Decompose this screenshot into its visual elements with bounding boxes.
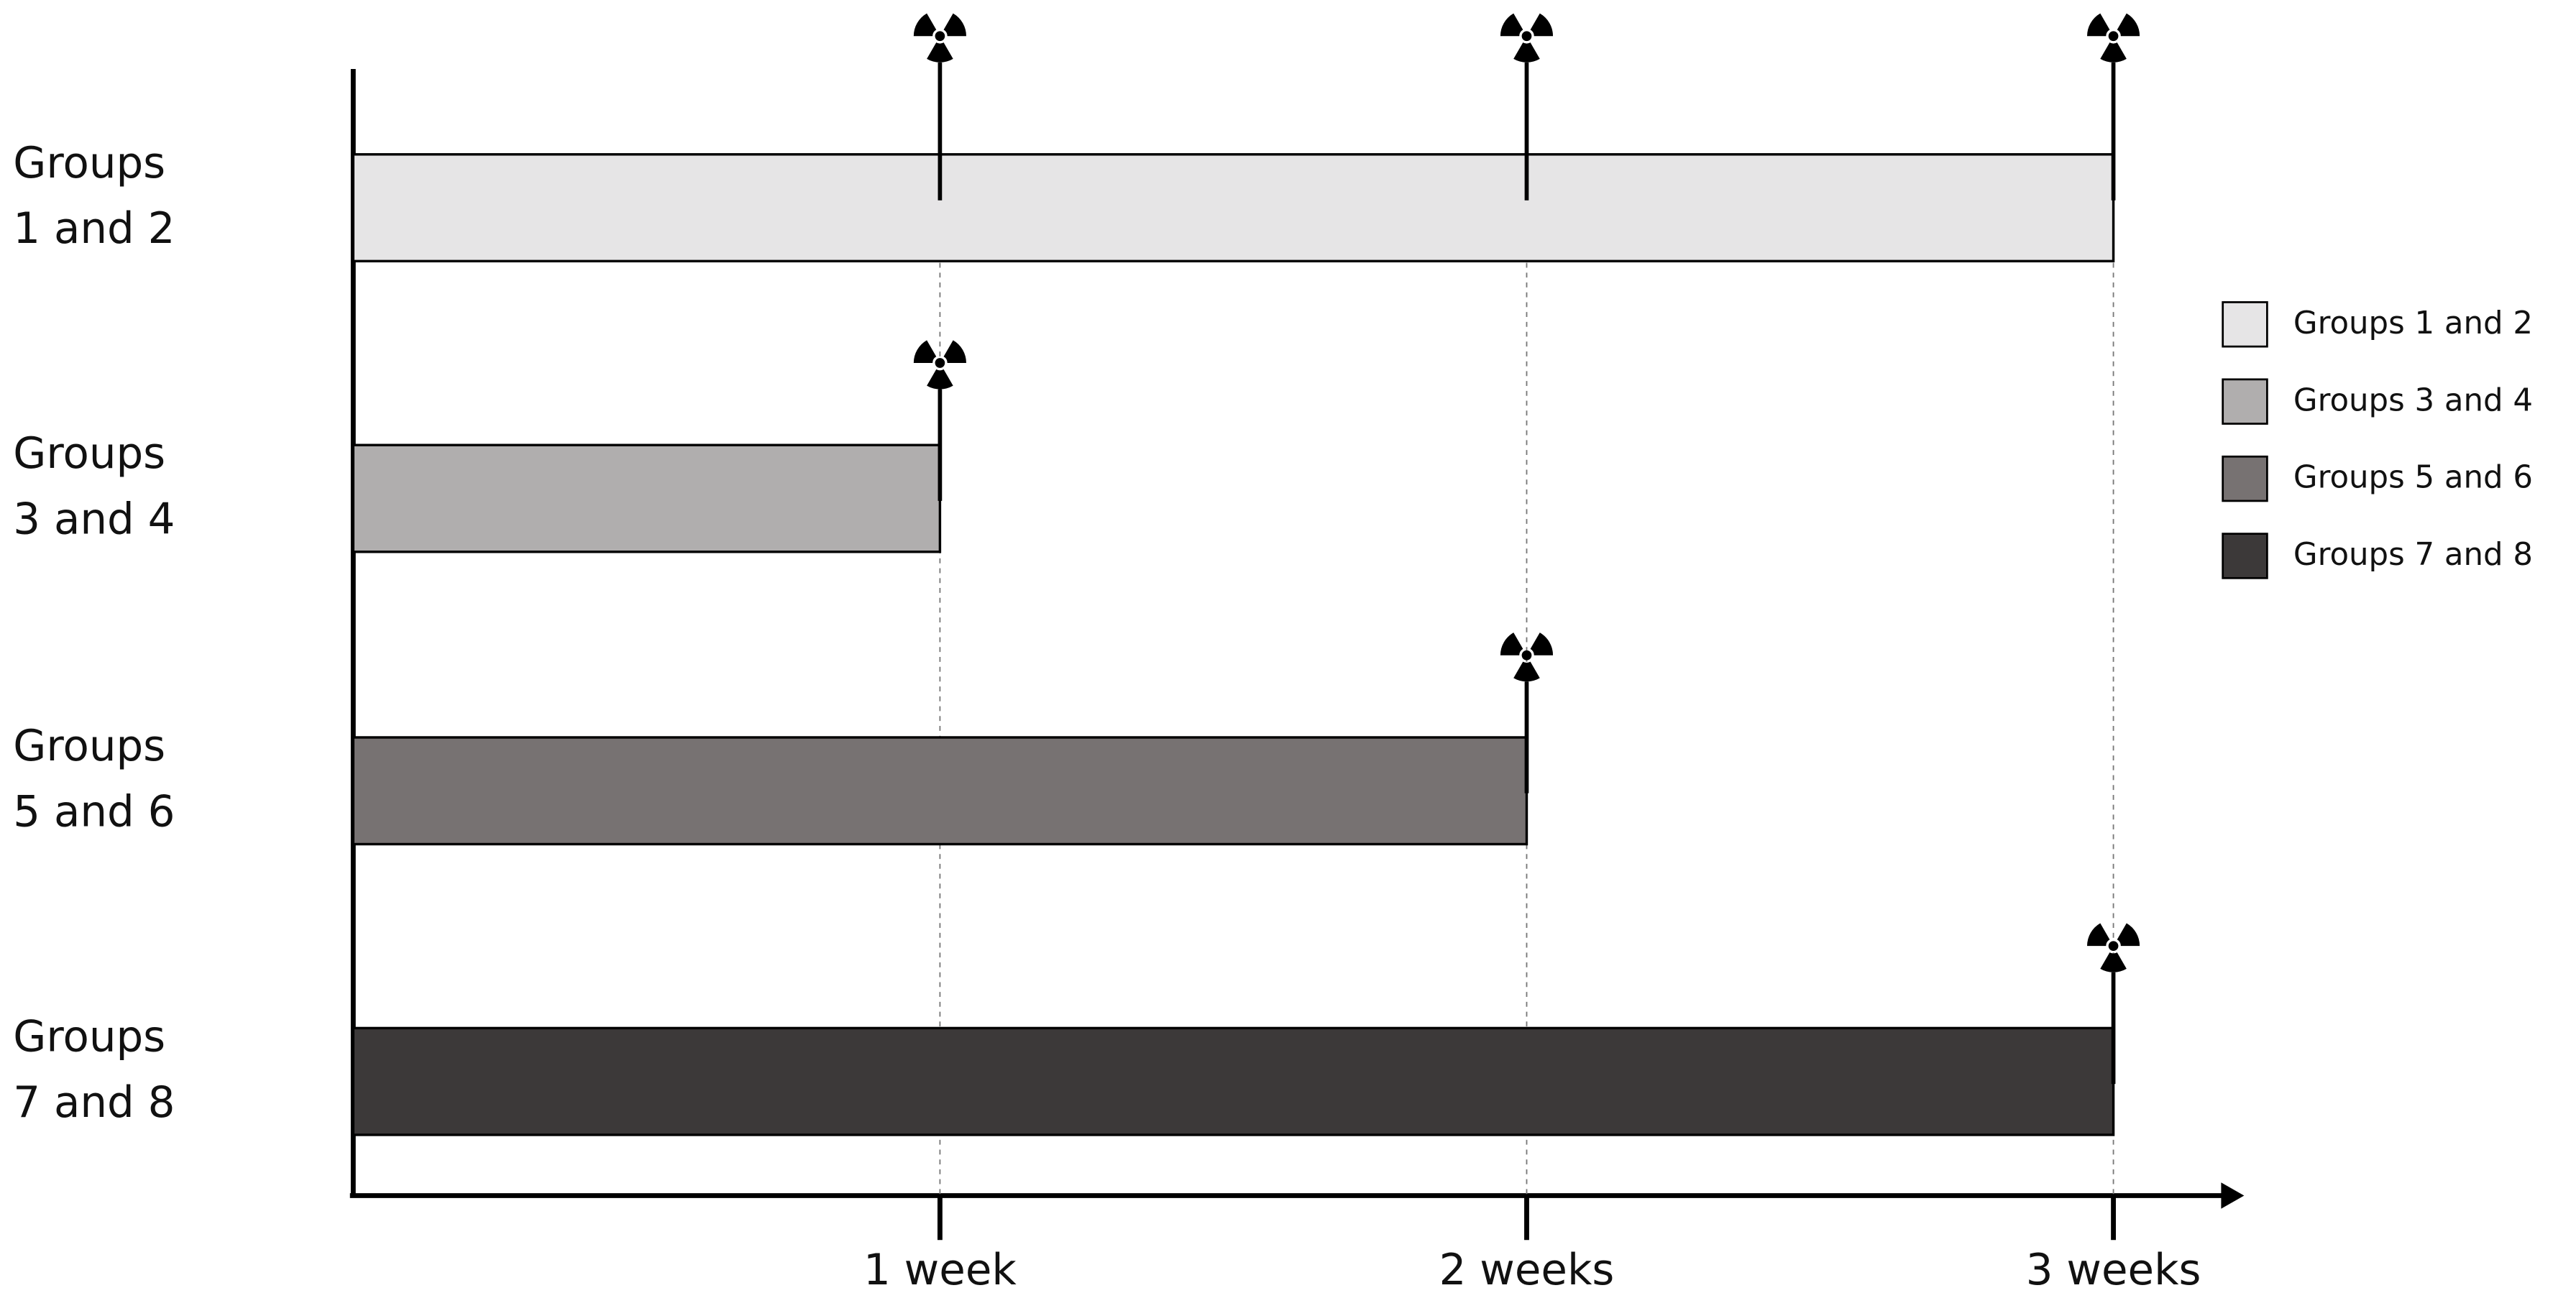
legend-swatch: [2222, 533, 2268, 579]
trefoil-blade: [1513, 661, 1540, 682]
trefoil-center: [2108, 31, 2119, 42]
trefoil-blade: [943, 340, 966, 363]
x-tick-label: 1 week: [863, 1246, 1017, 1295]
legend-label: Groups 3 and 4: [2293, 382, 2533, 418]
legend-label: Groups 7 and 8: [2293, 537, 2533, 573]
trefoil-center: [1521, 650, 1532, 661]
trefoil-center: [935, 358, 945, 368]
category-label: Groups 5 and 6: [13, 722, 175, 838]
radiation-marker: [2087, 923, 2140, 972]
bar: [352, 736, 1528, 846]
legend-swatch: [2222, 378, 2268, 425]
legend-swatch: [2222, 301, 2268, 348]
trefoil-blade: [2087, 13, 2110, 37]
trefoil-blade: [927, 42, 953, 63]
trefoil-blade: [1500, 632, 1523, 655]
trefoil-center: [935, 31, 945, 42]
bar: [352, 443, 942, 553]
x-tick-label: 2 weeks: [1439, 1246, 1615, 1295]
category-label-box: Groups 5 and 6: [13, 722, 175, 838]
trefoil-blade: [943, 13, 966, 37]
x-tick-label: 3 weeks: [2026, 1246, 2201, 1295]
legend-label: Groups 5 and 6: [2293, 460, 2533, 496]
radiation-marker: [1500, 13, 1554, 63]
trefoil-blade: [2117, 923, 2140, 947]
radiation-marker: [2087, 13, 2140, 63]
radiation-marker: [913, 13, 966, 63]
category-label: Groups 7 and 8: [13, 1013, 175, 1128]
category-label: Groups 1 and 2: [13, 139, 175, 255]
legend-swatch: [2222, 455, 2268, 502]
trefoil-blade: [913, 340, 937, 363]
trefoil-blade: [913, 13, 937, 37]
trefoil-blade: [927, 369, 953, 390]
bar: [352, 1026, 2115, 1136]
trefoil-blade: [2117, 13, 2140, 37]
category-label-box: Groups 3 and 4: [13, 430, 175, 546]
trefoil-blade: [2100, 952, 2127, 972]
trefoil-blade: [1530, 13, 1554, 37]
trefoil-center: [1521, 31, 1532, 42]
trefoil-center: [2108, 941, 2119, 952]
trefoil-blade: [1530, 632, 1554, 655]
trefoil-blade: [1500, 13, 1523, 37]
category-label-box: Groups 7 and 8: [13, 1013, 175, 1128]
radiation-marker: [1500, 632, 1554, 682]
trefoil-blade: [1513, 42, 1540, 63]
radiation-marker: [913, 340, 966, 390]
category-label: Groups 3 and 4: [13, 430, 175, 546]
trefoil-blade: [2100, 42, 2127, 63]
trefoil-blade: [2087, 923, 2110, 947]
bar: [352, 153, 2115, 263]
x-axis-arrow: [2221, 1182, 2245, 1209]
legend-label: Groups 1 and 2: [2293, 305, 2533, 341]
category-label-box: Groups 1 and 2: [13, 139, 175, 255]
